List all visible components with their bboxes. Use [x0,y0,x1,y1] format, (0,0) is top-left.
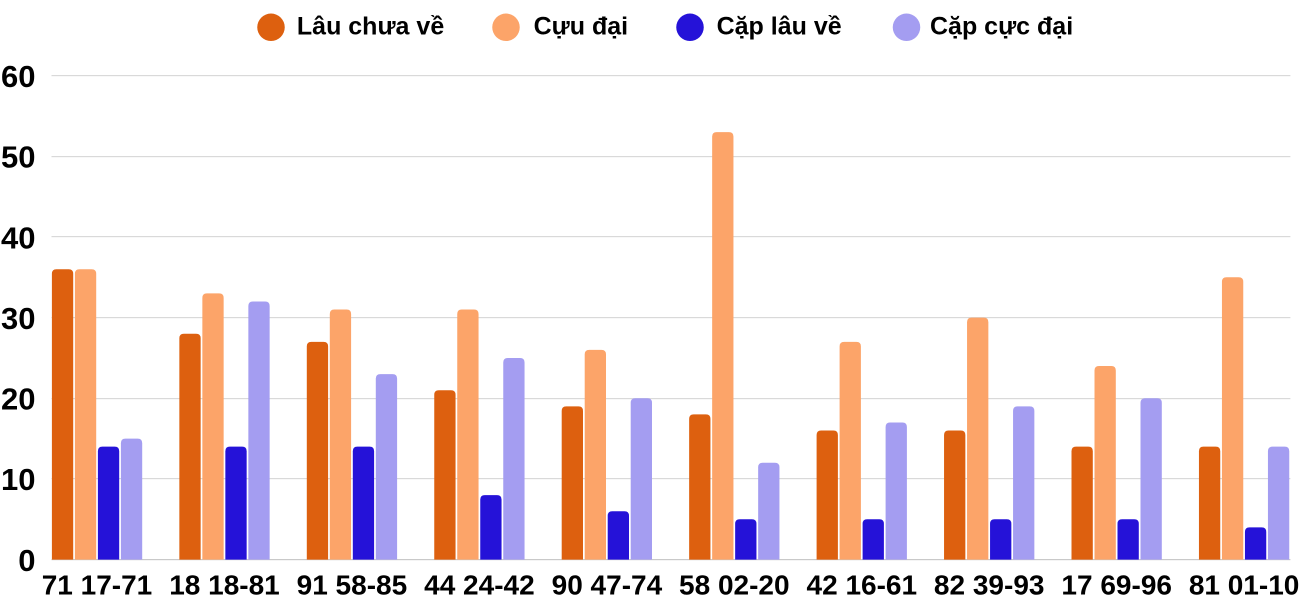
svg-text:17 69-96: 17 69-96 [1061,570,1172,600]
svg-text:Cặp cực đại: Cặp cực đại [930,13,1073,41]
svg-text:71 17-71: 71 17-71 [42,570,153,600]
svg-text:44 24-42: 44 24-42 [424,570,535,600]
svg-text:30: 30 [1,301,35,336]
svg-text:Cựu đại: Cựu đại [534,13,629,41]
svg-text:60: 60 [1,59,35,94]
svg-text:81 01-10: 81 01-10 [1189,570,1300,600]
svg-text:40: 40 [1,220,35,255]
svg-text:Lâu chưa về: Lâu chưa về [297,13,444,41]
svg-text:91 58-85: 91 58-85 [297,570,408,600]
svg-text:90 47-74: 90 47-74 [552,570,663,600]
svg-text:50: 50 [1,140,35,175]
svg-text:58 02-20: 58 02-20 [679,570,790,600]
svg-text:82 39-93: 82 39-93 [934,570,1045,600]
svg-text:18 18-81: 18 18-81 [169,570,280,600]
svg-text:20: 20 [1,382,35,417]
svg-text:10: 10 [1,462,35,497]
svg-text:Cặp lâu về: Cặp lâu về [717,13,842,41]
svg-text:0: 0 [18,543,35,578]
svg-text:42 16-61: 42 16-61 [807,570,918,600]
